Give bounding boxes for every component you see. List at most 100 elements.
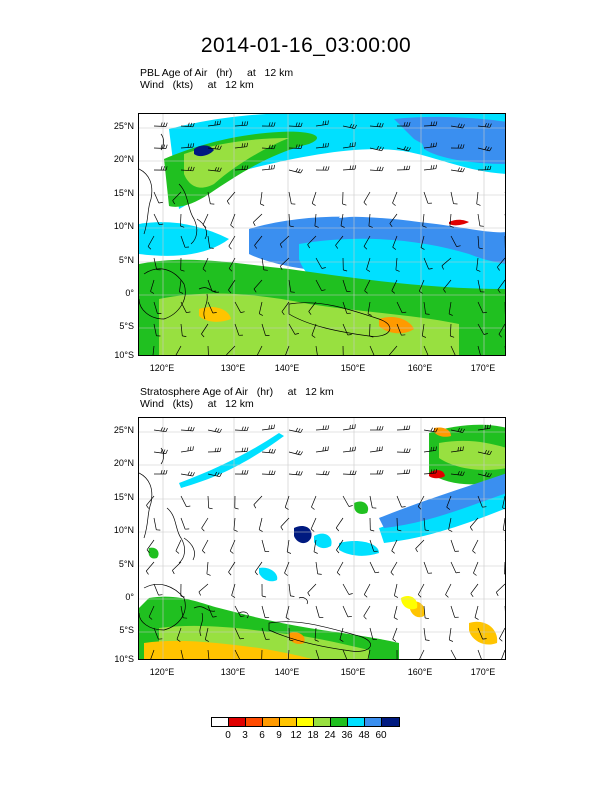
wind-barb-staff <box>207 429 220 433</box>
wind-barb-feather <box>187 122 190 127</box>
wind-barb-feather <box>190 446 192 451</box>
wind-barb-staff <box>396 495 402 508</box>
wind-barb-staff <box>311 323 317 336</box>
wind-barb-feather <box>295 122 298 127</box>
wind-barb-staff <box>228 235 236 247</box>
wind-barb-feather <box>349 123 353 128</box>
wind-barb-feather <box>287 551 292 554</box>
wind-barb-staff <box>254 561 263 573</box>
wind-barb-staff <box>315 605 320 618</box>
wind-barb-staff <box>363 191 371 203</box>
coast-philippines <box>166 507 195 564</box>
wind-barb-staff <box>423 345 429 355</box>
wind-barb-staff <box>180 473 193 477</box>
wind-barb-feather <box>187 143 190 148</box>
wind-barb-feather <box>246 165 249 170</box>
wind-barb-feather <box>260 203 265 206</box>
wind-barb-feather <box>430 447 432 452</box>
wind-barb-staff <box>423 191 429 204</box>
wind-barb-staff <box>392 627 398 640</box>
wind-barb-staff <box>207 301 214 314</box>
wind-barb-staff <box>477 301 484 314</box>
wind-barb-staff <box>417 583 425 595</box>
wind-barb-feather <box>308 311 312 315</box>
wind-barb-staff <box>423 472 437 475</box>
wind-barb-feather <box>217 145 220 150</box>
wind-barb-staff <box>261 323 266 336</box>
wind-barb-staff <box>363 583 371 595</box>
coast-asia-mainland <box>139 472 153 539</box>
wind-barb-feather <box>379 446 381 451</box>
wind-barb-feather <box>450 335 455 338</box>
wind-barb-staff <box>504 214 505 216</box>
wind-barb-feather <box>228 571 232 576</box>
wind-barb-feather <box>182 335 187 337</box>
wind-barb-feather <box>433 142 435 147</box>
wind-barb-feather <box>241 470 244 475</box>
wind-barb-feather <box>489 147 492 152</box>
wind-barb-staff <box>498 323 505 335</box>
wind-barb-staff <box>449 323 452 337</box>
wind-barb-feather <box>190 122 193 127</box>
wind-barb-feather <box>295 144 298 149</box>
lon-tick-label: 150°E <box>340 363 366 373</box>
wind-barb-staff <box>369 561 376 573</box>
panel1-subtitle-line2: Wind (kts) at 12 km <box>140 79 254 91</box>
wind-barb-feather <box>279 243 283 248</box>
wind-barb-feather <box>279 266 283 270</box>
figure-title: 2014-01-16_03:00:00 <box>200 34 412 57</box>
wind-barb-staff <box>288 169 301 174</box>
wind-barb-staff <box>261 473 275 475</box>
wind-barb-staff <box>172 561 182 571</box>
wind-barb-staff <box>423 561 429 574</box>
wind-barb-feather <box>497 289 501 294</box>
wind-barb-staff <box>261 627 267 640</box>
field-cyan-diag <box>179 433 284 488</box>
wind-barb-staff <box>260 191 263 204</box>
pbl-age-map <box>138 113 506 356</box>
wind-barb-staff <box>423 257 430 270</box>
wind-barb-staff <box>172 191 182 201</box>
wind-barb-staff <box>231 583 236 596</box>
wind-barb-feather <box>146 549 150 554</box>
wind-barb-feather <box>462 446 464 451</box>
colorbar-label: 18 <box>307 730 319 741</box>
wind-barb-feather <box>228 289 232 294</box>
wind-barb-feather <box>342 203 347 206</box>
wind-barb-staff <box>261 451 275 454</box>
wind-barb-staff <box>390 561 398 573</box>
wind-barb-feather <box>460 123 463 128</box>
wind-barb-staff <box>313 539 317 552</box>
wind-barb-feather <box>457 427 461 432</box>
wind-barb-staff <box>423 627 426 640</box>
field-white-gap <box>339 152 479 219</box>
wind-barb-staff <box>340 213 344 226</box>
lat-tick-label: 25°N <box>113 425 134 435</box>
wind-barb-staff <box>229 539 236 552</box>
wind-barb-staff <box>180 169 194 172</box>
wind-barb-staff <box>369 125 383 128</box>
wind-barb-staff <box>153 323 157 336</box>
wind-barb-feather <box>349 142 351 147</box>
field-cyan-mid <box>339 541 379 556</box>
wind-barb-feather <box>425 617 430 620</box>
wind-barb-staff <box>342 649 348 659</box>
wind-barb-feather <box>172 570 175 575</box>
wind-barb-staff <box>201 323 209 335</box>
wind-barb-feather <box>233 529 238 532</box>
wind-barb-feather <box>212 312 217 314</box>
wind-barb-feather <box>408 122 411 127</box>
stratosphere-age-fields <box>139 424 505 659</box>
wind-barb-staff <box>315 428 329 431</box>
wind-barb-staff <box>477 235 480 249</box>
wind-barb-staff <box>368 213 371 227</box>
wind-barb-feather <box>271 165 273 170</box>
wind-barb-staff <box>286 539 290 552</box>
wind-barb-feather <box>415 548 418 553</box>
wind-barb-feather <box>347 615 352 618</box>
wind-barb-staff <box>179 279 182 292</box>
wind-barb-feather <box>198 591 202 596</box>
wind-barb-staff <box>423 146 436 149</box>
wind-barb-staff <box>230 213 236 226</box>
wind-barb-staff <box>441 257 452 267</box>
